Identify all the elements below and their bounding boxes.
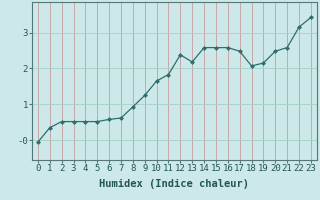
X-axis label: Humidex (Indice chaleur): Humidex (Indice chaleur) xyxy=(100,179,249,189)
